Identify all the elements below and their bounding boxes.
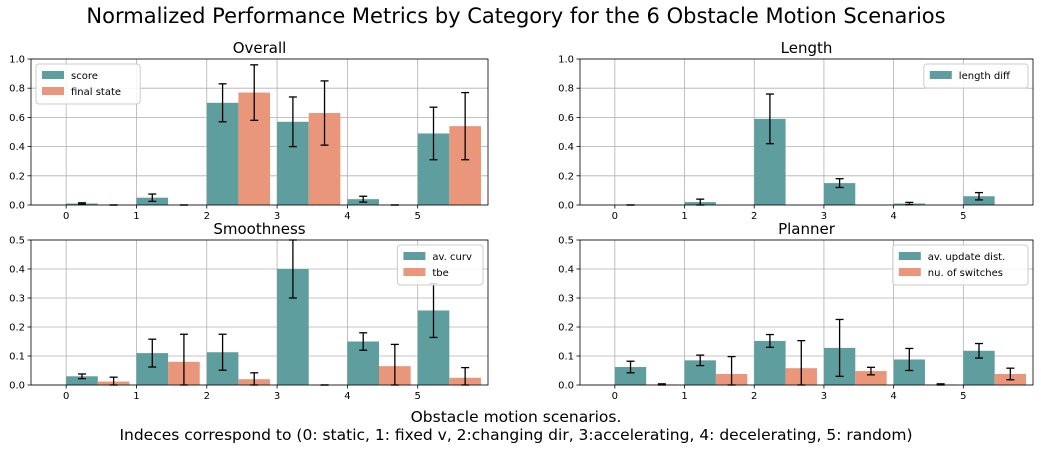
x-tick-label: 3 <box>821 391 827 402</box>
chart-panel-2: 0.0 0.1 0.2 0.3 0.4 0.5 0 1 2 3 4 5 Smoothness av. cu… <box>9 220 489 402</box>
legend-label: av. curv <box>432 252 472 263</box>
y-tick-label: 0.1 <box>558 352 574 363</box>
panel-title: Length <box>781 39 833 57</box>
legend: length diff <box>923 63 1029 89</box>
y-tick-label: 0.6 <box>558 113 574 124</box>
bar-nu-of-switches <box>855 371 887 385</box>
x-tick-label: 2 <box>751 391 757 402</box>
legend-swatch <box>42 87 64 95</box>
legend-label: score <box>71 71 98 82</box>
x-tick-label: 1 <box>133 211 139 222</box>
y-tick-label: 0.2 <box>9 323 25 334</box>
x-tick-label: 0 <box>612 391 618 402</box>
axes-frame <box>30 239 489 386</box>
legend-box <box>35 63 141 105</box>
panel-title: Smoothness <box>213 220 305 238</box>
x-axis-label-line2: Indeces correspond to (0: static, 1: fix… <box>119 426 912 444</box>
y-tick-label: 0.0 <box>9 381 25 392</box>
x-tick-label: 3 <box>274 391 280 402</box>
bar-av-update-dist- <box>754 340 786 385</box>
y-tick-label: 0.4 <box>9 142 25 153</box>
x-tick-label: 3 <box>821 211 827 222</box>
y-tick-label: 0.0 <box>558 201 574 212</box>
x-tick-label: 1 <box>133 391 139 402</box>
legend: av. update dist. nu. of switches <box>892 244 1029 286</box>
legend-swatch <box>898 268 921 276</box>
legend-label: final state <box>71 87 121 98</box>
y-tick-label: 1.0 <box>9 55 25 66</box>
panel-title: Overall <box>233 39 287 57</box>
legend-label: nu. of switches <box>928 268 1003 279</box>
y-tick-label: 0.8 <box>9 84 25 95</box>
legend-box <box>396 244 484 286</box>
y-tick-label: 0.5 <box>9 236 25 247</box>
y-tick-label: 0.2 <box>558 171 574 182</box>
legend-box <box>892 244 1029 286</box>
x-tick-label: 5 <box>415 391 421 402</box>
legend-swatch <box>403 268 426 276</box>
y-tick-label: 0.6 <box>9 113 25 124</box>
x-tick-label: 0 <box>612 211 618 222</box>
legend: av. curv tbe <box>396 244 484 286</box>
x-tick-label: 1 <box>681 391 687 402</box>
y-tick-label: 0.4 <box>558 142 574 153</box>
y-tick-label: 1.0 <box>558 55 574 66</box>
panel-title: Planner <box>778 220 836 238</box>
chart-panel-1: 0.0 0.2 0.4 0.6 0.8 1.0 0 1 2 3 4 5 Length length dif… <box>558 39 1034 222</box>
y-tick-label: 0.3 <box>558 294 574 305</box>
y-tick-label: 0.1 <box>9 352 25 363</box>
legend-swatch <box>929 71 952 79</box>
x-axis-label-line1: Obstacle motion scenarios. <box>411 408 622 426</box>
legend-box <box>923 63 1029 89</box>
y-tick-label: 0.4 <box>9 265 25 276</box>
y-tick-label: 0.4 <box>558 265 574 276</box>
legend: score final state <box>35 63 141 105</box>
x-tick-label: 4 <box>890 391 896 402</box>
y-tick-label: 0.2 <box>9 171 25 182</box>
x-tick-label: 0 <box>63 391 69 402</box>
x-tick-label: 4 <box>344 211 350 222</box>
bar-av-curv <box>66 376 98 385</box>
x-tick-label: 3 <box>274 211 280 222</box>
axes-frame <box>579 239 1034 386</box>
axes-frame <box>579 58 1034 206</box>
y-tick-label: 0.8 <box>558 84 574 95</box>
y-tick-label: 0.0 <box>558 381 574 392</box>
y-tick-label: 0.2 <box>558 323 574 334</box>
x-tick-label: 5 <box>415 211 421 222</box>
y-tick-label: 0.0 <box>9 201 25 212</box>
x-tick-label: 2 <box>751 211 757 222</box>
x-tick-label: 1 <box>681 211 687 222</box>
chart-panel-3: 0.0 0.1 0.2 0.3 0.4 0.5 0 1 2 3 4 5 Planner av. updat… <box>558 220 1034 402</box>
y-tick-label: 0.3 <box>9 294 25 305</box>
legend-label: length diff <box>959 71 1011 82</box>
x-tick-label: 5 <box>960 391 966 402</box>
figure-title: Normalized Performance Metrics by Catego… <box>86 4 945 28</box>
chart-panels: 0.0 0.2 0.4 0.6 0.8 1.0 0 1 2 3 4 5 Overall score fina… <box>9 39 1034 402</box>
axes-frame <box>30 58 489 206</box>
y-tick-label: 0.5 <box>558 236 574 247</box>
legend-swatch <box>403 252 426 260</box>
x-tick-label: 2 <box>204 211 210 222</box>
bar-length-diff <box>823 183 856 205</box>
legend-label: tbe <box>432 268 448 279</box>
x-tick-label: 4 <box>344 391 350 402</box>
x-tick-label: 0 <box>63 211 69 222</box>
x-tick-label: 2 <box>204 391 210 402</box>
legend-label: av. update dist. <box>928 252 1005 263</box>
legend-swatch <box>898 252 921 260</box>
x-tick-label: 5 <box>960 211 966 222</box>
bar-av-update-dist- <box>614 367 647 385</box>
x-tick-label: 4 <box>890 211 896 222</box>
chart-panel-0: 0.0 0.2 0.4 0.6 0.8 1.0 0 1 2 3 4 5 Overall score fina… <box>9 39 489 222</box>
bar-length-diff <box>963 196 995 205</box>
legend-swatch <box>42 71 64 79</box>
